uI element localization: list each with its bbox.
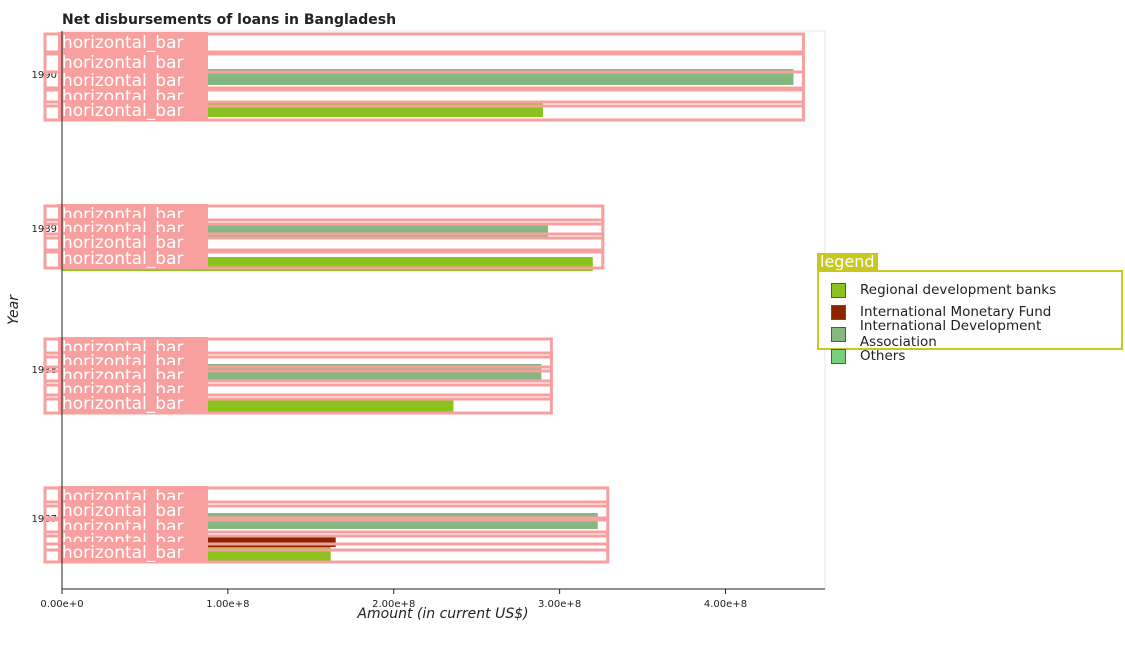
y-axis-label: Year <box>6 294 22 325</box>
legend-item-regional: Regional development banks <box>831 280 1056 300</box>
annotation-label-bg <box>58 393 208 413</box>
annotation-label: horizontal_bar <box>62 249 184 269</box>
chart-title: Net disbursements of loans in Bangladesh <box>62 12 396 28</box>
annotation-box <box>43 393 553 415</box>
annotation-label-bg <box>58 232 208 252</box>
annotation-box <box>43 500 610 522</box>
x-tick-label: 0.00e+0 <box>40 599 83 610</box>
legend-swatch-ida <box>831 326 846 342</box>
annotation-label: horizontal_bar <box>62 33 184 53</box>
x-tick-label: 4.00e+8 <box>704 599 747 610</box>
annotation-box <box>43 218 605 240</box>
annotation-box <box>43 100 805 122</box>
annotation-overlays: horizontal_barhorizontal_barhorizontal_b… <box>43 32 805 564</box>
legend-item-imf: International Monetary Fund <box>831 302 1051 322</box>
annotation-box <box>43 32 805 54</box>
annotation-box <box>43 232 605 254</box>
legend: Regional development banks International… <box>817 270 1123 364</box>
x-tick-label: 3.00e+8 <box>538 599 581 610</box>
annotation-label-bg <box>58 100 208 120</box>
legend-label-others: Others <box>860 348 906 364</box>
legend-item-others: Others <box>831 346 905 366</box>
legend-swatch-imf <box>831 304 846 320</box>
legend-label-regional: Regional development banks <box>860 282 1057 298</box>
annotation-label-bg <box>58 500 208 520</box>
annotation-label-bg <box>58 32 208 52</box>
legend-label-ida: International Development Association <box>859 318 1042 350</box>
annotation-box <box>43 486 610 508</box>
annotation-box <box>43 379 553 401</box>
legend-item-ida: International Development Association <box>831 318 1121 350</box>
legend-label-imf: International Monetary Fund <box>860 304 1052 320</box>
annotation-box <box>43 248 605 270</box>
annotation-label-bg <box>58 248 208 268</box>
annotation-box <box>43 86 805 108</box>
annotation-box <box>43 530 610 552</box>
legend-swatch-regional <box>831 282 846 298</box>
annotation-box <box>43 204 605 226</box>
annotation-label: horizontal_bar <box>62 101 184 121</box>
legend-title: legend <box>817 253 878 271</box>
annotation-label-bg <box>58 52 208 72</box>
x-axis-label: Amount (in current US$) <box>356 606 528 622</box>
annotation-label: horizontal_bar <box>62 53 184 73</box>
annotation-box <box>43 351 553 373</box>
annotation-box <box>43 365 553 387</box>
annotation-box <box>43 337 553 359</box>
annotation-label-bg <box>58 70 208 90</box>
annotation-box <box>43 516 610 538</box>
legend-swatch-others <box>831 348 846 364</box>
annotation-label-bg <box>58 542 208 562</box>
x-tick-label: 1.00e+8 <box>206 599 249 610</box>
x-tick-label: 2.00e+8 <box>372 599 415 610</box>
x-ticks: 0.00e+0 1.00e+8 2.00e+8 3.00e+8 4.00e+8 <box>40 589 747 610</box>
annotation-label: horizontal_bar <box>62 543 184 563</box>
annotation-box <box>43 542 610 564</box>
annotation-label: horizontal_bar <box>62 394 184 414</box>
annotation-box <box>43 70 805 92</box>
